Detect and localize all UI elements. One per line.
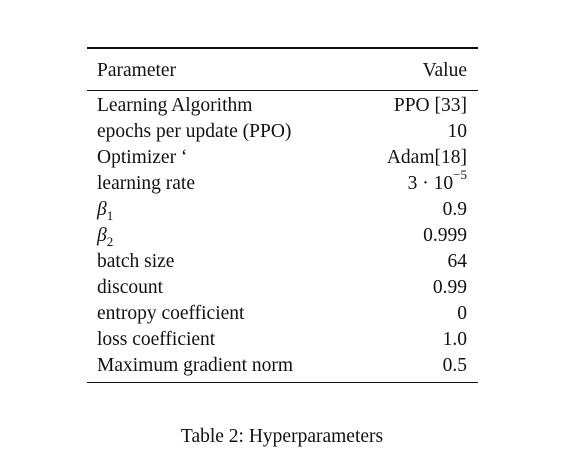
table-row: epochs per update (PPO) 10 <box>87 119 478 145</box>
table-row: learning rate 3 · 10−5 <box>87 168 478 197</box>
column-header-value: Value <box>422 59 467 81</box>
table-row: β2 0.999 <box>87 223 478 249</box>
value-batch-size: 64 <box>447 250 468 272</box>
param-epochs-per-update: epochs per update (PPO) <box>97 120 292 142</box>
table-top-rule <box>87 47 478 49</box>
value-learning-rate-base: 3 · 10 <box>407 172 454 194</box>
param-maximum-gradient-norm: Maximum gradient norm <box>97 354 294 376</box>
param-beta2-subscript: 2 <box>106 233 114 249</box>
value-epochs-per-update: 10 <box>447 120 468 142</box>
table-row: Maximum gradient norm 0.5 <box>87 353 478 379</box>
table-row: entropy coefficient 0 <box>87 301 478 327</box>
value-beta2: 0.999 <box>423 224 467 246</box>
param-optimizer: Optimizer ‘ <box>97 146 188 168</box>
table-row: Optimizer ‘ Adam[18] <box>87 145 478 171</box>
value-learning-rate: 3 · 10−5 <box>407 168 467 197</box>
table-row: β1 0.9 <box>87 197 478 223</box>
param-beta1-symbol: β <box>97 198 107 220</box>
value-discount: 0.99 <box>432 276 467 298</box>
param-beta2: β2 <box>97 223 113 249</box>
table-body: Learning Algorithm PPO [33] epochs per u… <box>87 91 478 382</box>
value-optimizer: Adam[18] <box>386 146 467 168</box>
param-batch-size: batch size <box>97 250 175 272</box>
value-learning-algorithm: PPO [33] <box>393 94 467 116</box>
param-beta2-symbol: β <box>97 224 107 246</box>
value-loss-coefficient: 1.0 <box>442 328 467 350</box>
table-row: Learning Algorithm PPO [33] <box>87 93 478 119</box>
table-bottom-rule <box>87 381 478 384</box>
param-learning-algorithm: Learning Algorithm <box>97 94 253 116</box>
param-beta1-subscript: 1 <box>106 207 114 223</box>
param-discount: discount <box>97 276 164 298</box>
value-beta1: 0.9 <box>442 198 467 220</box>
value-maximum-gradient-norm: 0.5 <box>442 354 467 376</box>
column-header-parameter: Parameter <box>97 59 177 81</box>
table-caption: Table 2: Hyperparameters <box>180 426 384 447</box>
table-row: discount 0.99 <box>87 275 478 301</box>
param-learning-rate: learning rate <box>97 172 195 194</box>
value-learning-rate-exponent: −5 <box>453 167 467 183</box>
table-row: batch size 64 <box>87 249 478 275</box>
hyperparameter-table: Parameter Value Learning Algorithm PPO [… <box>87 47 478 384</box>
table-header-rule <box>87 89 478 91</box>
param-beta1: β1 <box>97 197 113 223</box>
param-loss-coefficient: loss coefficient <box>97 328 216 350</box>
table-row: loss coefficient 1.0 <box>87 327 478 353</box>
table-header-row: Parameter Value <box>87 49 478 90</box>
param-entropy-coefficient: entropy coefficient <box>97 302 245 324</box>
value-entropy-coefficient: 0 <box>457 302 467 324</box>
